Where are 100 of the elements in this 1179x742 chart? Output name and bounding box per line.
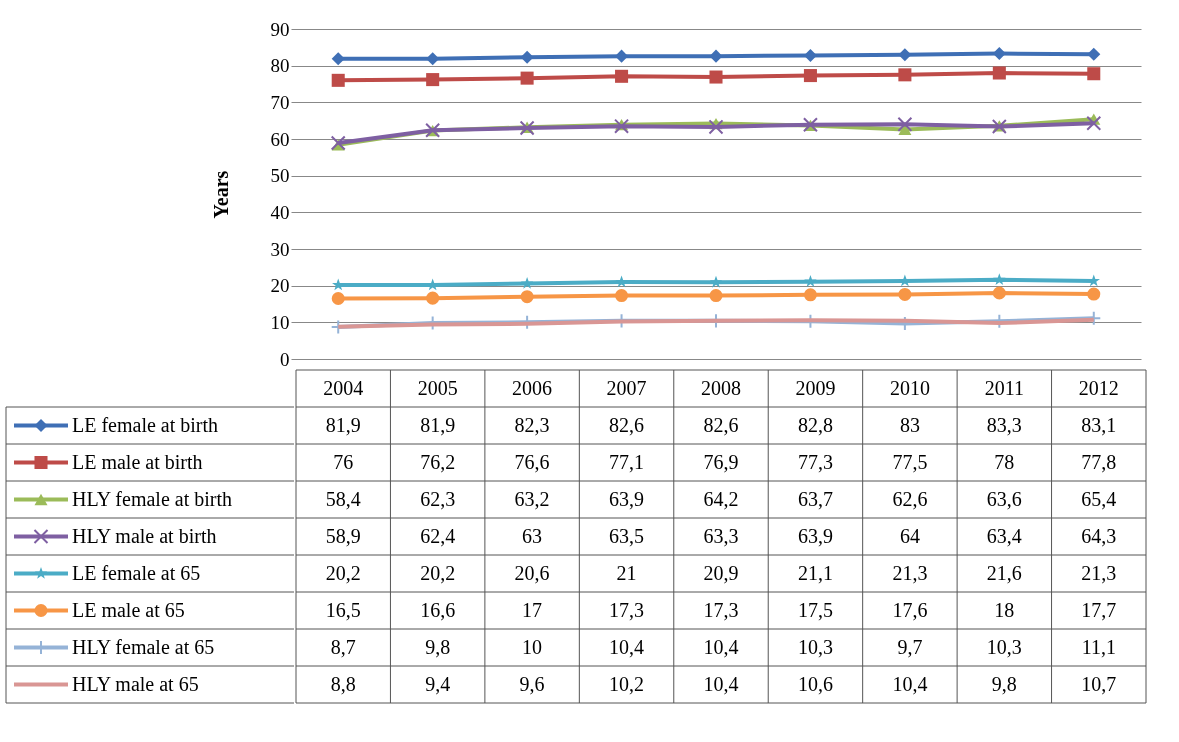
data-label: 9,8	[991, 672, 1017, 695]
y-axis-title: Years	[209, 170, 232, 219]
legend-label: HLY female at 65	[72, 635, 215, 658]
x-tick-label: 2004	[323, 376, 364, 399]
data-label: 83,3	[986, 413, 1022, 436]
data-label: 76,9	[703, 450, 739, 473]
data-label: 21,6	[986, 561, 1022, 584]
data-label: 10,4	[703, 635, 739, 658]
x-tick-label: 2006	[512, 376, 553, 399]
legend-label: LE male at birth	[72, 450, 203, 473]
legend-label: HLY male at 65	[72, 672, 199, 695]
legend-label: LE male at 65	[72, 598, 185, 621]
y-tick-label: 70	[270, 91, 290, 113]
x-tick-label: 2011	[984, 376, 1024, 399]
y-tick-label: 90	[270, 18, 290, 40]
data-label: 64,3	[1081, 524, 1117, 547]
data-label: 77,1	[609, 450, 645, 473]
legend-label: HLY female at birth	[72, 487, 232, 510]
data-label: 17	[522, 598, 543, 621]
data-label: 17,7	[1081, 598, 1117, 621]
data-label: 10,6	[797, 672, 833, 695]
data-label: 20,6	[514, 561, 550, 584]
data-label: 77,8	[1081, 450, 1117, 473]
x-tick-label: 2005	[417, 376, 458, 399]
data-label: 18	[994, 598, 1015, 621]
data-label: 58,4	[325, 487, 361, 510]
data-label: 83	[899, 413, 920, 436]
legend-label: LE female at birth	[72, 413, 219, 436]
data-label: 17,5	[797, 598, 833, 621]
data-label: 17,3	[609, 598, 645, 621]
data-label: 17,3	[703, 598, 739, 621]
data-label: 76	[333, 450, 354, 473]
data-label: 76,2	[420, 450, 456, 473]
data-label: 11,1	[1081, 635, 1116, 658]
data-label: 82,8	[797, 413, 833, 436]
data-label: 16,5	[325, 598, 361, 621]
data-label: 78	[994, 450, 1015, 473]
data-label: 8,7	[330, 635, 356, 658]
data-label: 64	[899, 524, 920, 547]
data-label: 10,7	[1081, 672, 1117, 695]
x-tick-label: 2008	[701, 376, 741, 399]
data-label: 82,3	[514, 413, 550, 436]
y-tick-label: 0	[280, 348, 290, 370]
data-label: 63,4	[986, 524, 1022, 547]
data-label: 10,4	[609, 635, 645, 658]
data-label: 8,8	[330, 672, 356, 695]
data-label: 63,7	[797, 487, 833, 510]
data-label: 76,6	[514, 450, 550, 473]
data-label: 21	[616, 561, 637, 584]
data-label: 21,1	[797, 561, 833, 584]
data-label: 81,9	[420, 413, 456, 436]
data-label: 62,3	[420, 487, 456, 510]
data-label: 65,4	[1081, 487, 1117, 510]
x-tick-label: 2010	[889, 376, 930, 399]
legend-label: LE female at 65	[72, 561, 201, 584]
y-tick-label: 20	[270, 275, 290, 297]
data-label: 63,5	[609, 524, 645, 547]
y-tick-label: 10	[270, 311, 290, 333]
data-label: 16,6	[420, 598, 456, 621]
data-label: 63	[522, 524, 543, 547]
data-label: 9,4	[425, 672, 451, 695]
data-label: 81,9	[325, 413, 361, 436]
data-label: 9,8	[425, 635, 451, 658]
data-label: 21,3	[1081, 561, 1117, 584]
data-label: 21,3	[892, 561, 928, 584]
data-label: 58,9	[325, 524, 361, 547]
data-label: 63,2	[514, 487, 550, 510]
data-label: 17,6	[892, 598, 928, 621]
data-label: 10	[522, 635, 543, 658]
data-label: 77,5	[892, 450, 928, 473]
data-label: 82,6	[703, 413, 739, 436]
data-label: 10,4	[892, 672, 928, 695]
data-label: 10,3	[797, 635, 833, 658]
data-label: 20,2	[325, 561, 361, 584]
data-label: 9,6	[519, 672, 545, 695]
data-label: 82,6	[609, 413, 645, 436]
data-label: 62,4	[420, 524, 456, 547]
data-label: 63,9	[797, 524, 833, 547]
x-tick-label: 2007	[606, 376, 647, 399]
y-tick-label: 60	[270, 128, 290, 150]
y-tick-label: 50	[270, 165, 290, 187]
data-label: 62,6	[892, 487, 928, 510]
data-label: 20,9	[703, 561, 739, 584]
legend-label: HLY male at birth	[72, 524, 217, 547]
data-label: 83,1	[1081, 413, 1117, 436]
y-tick-label: 80	[270, 55, 290, 77]
data-label: 10,4	[703, 672, 739, 695]
data-label: 9,7	[897, 635, 923, 658]
data-label: 64,2	[703, 487, 739, 510]
data-label: 63,3	[703, 524, 739, 547]
y-tick-label: 30	[270, 238, 290, 260]
data-label: 77,3	[797, 450, 833, 473]
data-label: 63,6	[986, 487, 1022, 510]
data-label: 10,2	[609, 672, 645, 695]
x-tick-label: 2009	[795, 376, 836, 399]
data-label: 63,9	[609, 487, 645, 510]
x-tick-label: 2012	[1078, 376, 1119, 399]
data-label: 20,2	[420, 561, 456, 584]
data-label: 10,3	[986, 635, 1022, 658]
y-tick-label: 40	[270, 201, 290, 223]
